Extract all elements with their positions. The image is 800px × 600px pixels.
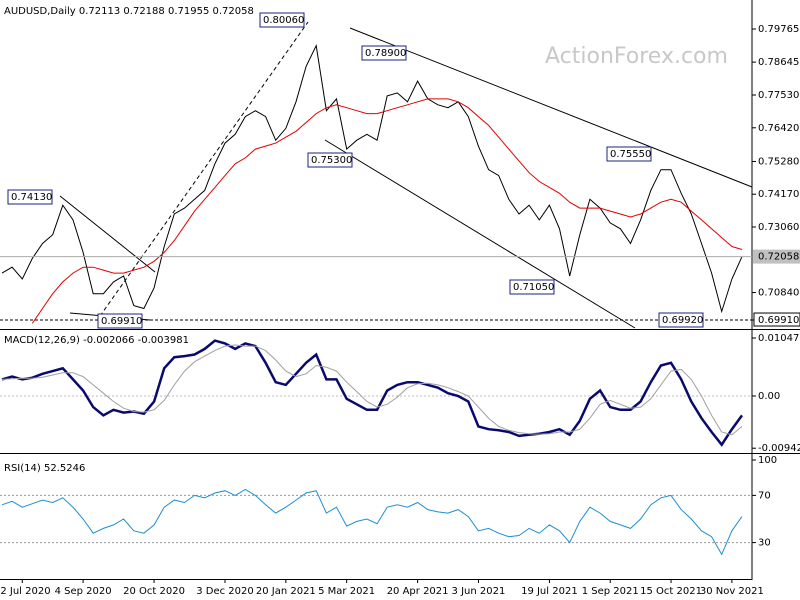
- x-tick-label: 22 Jul 2020: [0, 586, 51, 597]
- annotation: 0.74130: [11, 192, 52, 203]
- x-tick-label: 20 Apr 2021: [387, 586, 449, 597]
- panel-borders: [0, 0, 800, 580]
- trendlines: [59, 21, 753, 329]
- y-tick-label: 0.74170: [758, 189, 799, 200]
- last-price-box: [753, 249, 800, 264]
- y-tick-label: 0.010472: [758, 333, 800, 344]
- annotation: 0.69920: [662, 315, 703, 326]
- y-tick-label: 0.77530: [758, 90, 799, 101]
- x-tick-label: 30 Nov 2021: [700, 586, 764, 597]
- x-tick-label: 4 Sep 2020: [55, 586, 112, 597]
- x-tick-label: 15 Oct 2021: [640, 586, 702, 597]
- series-line: [1, 344, 743, 436]
- series-line: [1, 44, 743, 314]
- annotation-box: [307, 152, 353, 168]
- y-tick-label: 0.75280: [758, 156, 799, 167]
- y-tick-label: 0.69910: [758, 315, 799, 326]
- panel-title: RSI(14) 52.5246: [4, 463, 85, 474]
- y-tick-label: 0.78645: [758, 57, 799, 68]
- series-line: [1, 488, 743, 556]
- level-box: [753, 312, 800, 327]
- series-line: [1, 339, 744, 447]
- trendline: [349, 27, 753, 188]
- x-tick-label: 5 Mar 2021: [318, 586, 375, 597]
- panel-title: AUDUSD,Daily 0.72113 0.72188 0.71955 0.7…: [4, 6, 254, 17]
- annotation-box: [606, 146, 652, 162]
- x-tick-label: 1 Sep 2021: [582, 586, 639, 597]
- y-tick-label: 30: [758, 538, 771, 549]
- y-tick-label: 0.00: [758, 391, 780, 402]
- annotation: 0.80060: [263, 15, 304, 26]
- panel-title: MACD(12,26,9) -0.002066 -0.003981: [4, 335, 189, 346]
- last-price-label: 0.72058: [758, 252, 799, 263]
- y-tick-label: 0.76420: [758, 123, 799, 134]
- annotation-box: [361, 45, 407, 61]
- x-tick-label: 3 Jun 2021: [452, 586, 506, 597]
- y-tick-label: 0.73060: [758, 222, 799, 233]
- annotation-box: [7, 189, 53, 205]
- x-tick-label: 20 Oct 2020: [123, 586, 185, 597]
- annotation: 0.69910: [101, 316, 142, 327]
- annotation-box: [509, 279, 555, 295]
- annotation-box: [259, 12, 305, 28]
- y-tick-label: -0.009426: [758, 443, 800, 454]
- annotation: 0.75300: [311, 155, 352, 166]
- annotation: 0.78900: [365, 48, 406, 59]
- x-tick-label: 3 Dec 2020: [196, 586, 254, 597]
- x-tick-label: 20 Jan 2021: [256, 586, 316, 597]
- annotation: 0.75550: [610, 149, 651, 160]
- x-tick-label: 19 Jul 2021: [521, 586, 578, 597]
- y-tick-label: 70: [758, 490, 771, 501]
- trendline: [59, 195, 156, 273]
- annotation-box: [97, 313, 143, 329]
- watermark: ActionForex.com: [545, 44, 728, 69]
- y-tick-label: 0.79765: [758, 24, 799, 35]
- annotation: 0.71050: [513, 282, 554, 293]
- y-tick-label: 0.70840: [758, 288, 799, 299]
- trendline: [324, 139, 636, 329]
- annotation-box: [658, 312, 704, 328]
- series-line: [31, 98, 743, 324]
- y-tick-label: 100: [758, 455, 777, 466]
